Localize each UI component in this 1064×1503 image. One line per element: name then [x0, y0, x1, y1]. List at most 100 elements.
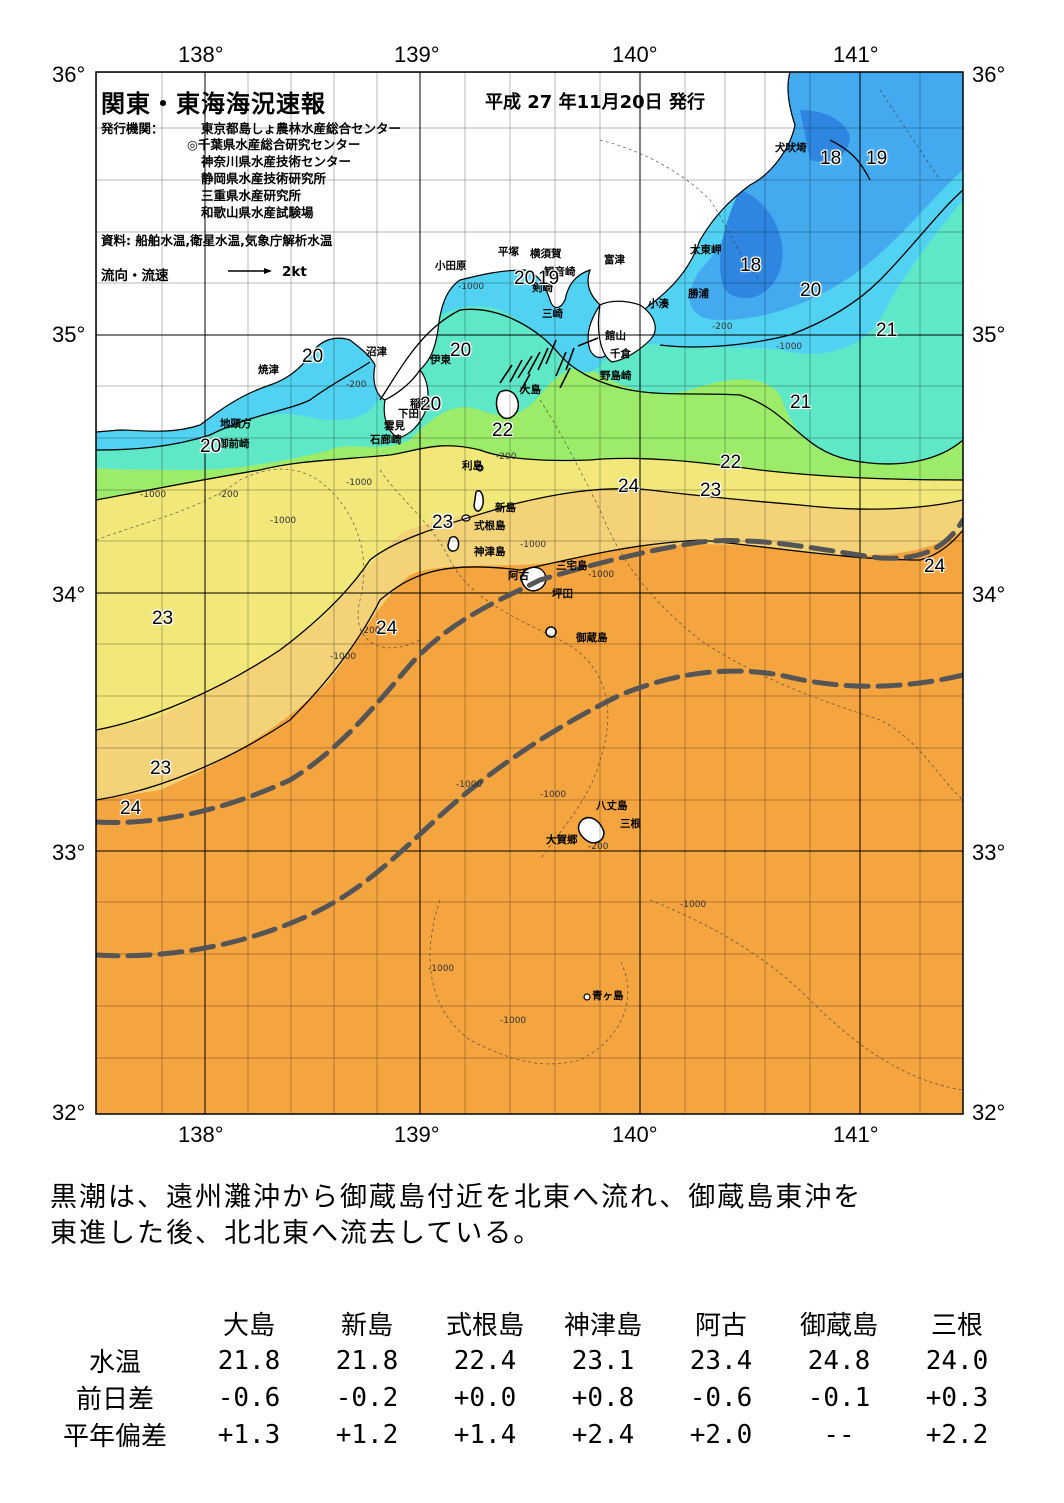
island-toshima: [476, 464, 484, 472]
depth-label: -200: [496, 452, 517, 462]
place-numazu: 沼津: [366, 346, 387, 358]
isotherm-label: 18: [820, 148, 842, 169]
table-row-water-temp: 水温 21.8 21.8 22.4 23.1 23.4 24.8 24.0: [40, 1342, 1016, 1379]
place-hiratsuka: 平塚: [498, 246, 519, 258]
table-cell: 21.8: [335, 1345, 399, 1376]
table-cell: -0.1: [807, 1382, 871, 1413]
current-arrows: [499, 337, 599, 393]
isotherm-label: 19: [866, 148, 888, 169]
table-cell: -0.6: [689, 1382, 753, 1413]
publisher-2: ◎千葉県水産総合研究センター: [187, 137, 361, 152]
column-header: 新島: [340, 1311, 393, 1341]
isotherm-label: 24: [924, 556, 946, 577]
table-cell: 21.8: [217, 1345, 281, 1376]
graticule-major: [96, 72, 963, 1114]
table-cell: +2.4: [571, 1419, 635, 1450]
lon-label-140-top: 140°: [612, 42, 658, 67]
land-izu-peninsula: [383, 368, 429, 439]
isotherm-label: 21: [790, 392, 812, 413]
place-ito: 伊東: [430, 354, 451, 366]
isotherm-label: 23: [150, 758, 172, 779]
depth-label: -1000: [458, 282, 485, 292]
island-hachijojima: [577, 816, 605, 844]
table-cell: 22.4: [453, 1345, 517, 1376]
place-oshima: 大島: [520, 384, 541, 396]
publisher-label: 発行機関：: [101, 121, 164, 136]
isotherm-label: 20: [420, 394, 442, 415]
place-hachijojima: 八丈島: [596, 800, 628, 812]
table-cell: 24.8: [807, 1345, 871, 1376]
isotherm-label: 24: [376, 618, 398, 639]
column-header: 阿古: [694, 1311, 747, 1341]
table-cell: +0.0: [453, 1382, 517, 1413]
depth-label: -200: [218, 490, 239, 500]
lat-label-33-left: 33°: [52, 840, 86, 865]
place-aogashima: 青ヶ島: [592, 990, 624, 1002]
table-cell: 23.4: [689, 1345, 753, 1376]
table-cell: -0.6: [217, 1382, 281, 1413]
depth-label: -1000: [500, 1016, 527, 1026]
lon-label-139-top: 139°: [394, 42, 440, 67]
place-mitsune: 三根: [620, 818, 641, 830]
row-header: 水温: [88, 1348, 141, 1378]
isotherm-label: 24: [618, 476, 640, 497]
place-inubosaki: 犬吠埼: [775, 142, 807, 154]
place-tsurugizaki: 剣崎: [532, 282, 553, 294]
depth-label: -1000: [520, 540, 547, 550]
place-omaezaki: 御前崎: [218, 438, 250, 450]
depth-label: -200: [712, 322, 733, 332]
column-header: 三根: [930, 1311, 983, 1341]
island-niijima: [473, 490, 484, 512]
table-cell: +2.2: [925, 1419, 989, 1450]
isotherm-label: 19: [538, 268, 560, 289]
place-miyakejima: 三宅島: [556, 560, 588, 572]
data-source: 資料: 船舶水温,衛星水温,気象庁解析水温: [101, 233, 333, 248]
lon-label-138-top: 138°: [178, 42, 224, 67]
lat-label-34-right: 34°: [972, 582, 1006, 607]
place-kumomi: 雲見: [384, 420, 405, 432]
place-kominato: 小湊: [648, 298, 669, 310]
map-title: 関東・東海海況速報: [101, 90, 326, 118]
publisher-3: 神奈川県水産技術センター: [201, 154, 352, 169]
lon-label-140-bottom: 140°: [612, 1122, 658, 1147]
lat-label-32-left: 32°: [52, 1100, 86, 1125]
place-nojimazaki: 野島崎: [600, 370, 632, 382]
depth-label: -1000: [330, 652, 357, 662]
lon-label-138-bottom: 138°: [178, 1122, 224, 1147]
depth-label: -1000: [776, 342, 803, 352]
table-cell: +1.4: [453, 1419, 517, 1450]
place-mikurajima: 御蔵島: [576, 632, 608, 644]
land-boso-peninsula: [597, 300, 656, 363]
place-kannonzaki: 観音崎: [544, 266, 576, 278]
place-okago: 大賀郷: [546, 834, 578, 846]
publisher-5: 三重県水産研究所: [201, 188, 302, 203]
isotherm-label: 22: [720, 452, 742, 473]
island-oshima: [495, 389, 520, 420]
table-cell: 24.0: [925, 1345, 989, 1376]
depth-label: -1000: [680, 900, 707, 910]
island-kozushima: [447, 536, 460, 552]
place-shikinejima: 式根島: [474, 520, 506, 532]
place-shimoda: 下田: [398, 408, 419, 420]
land-kanto: [96, 72, 796, 433]
depth-label: -1000: [140, 490, 167, 500]
lon-label-141-top: 141°: [833, 42, 879, 67]
isotherm-label: 23: [700, 480, 722, 501]
lat-label-36-left: 36°: [52, 62, 86, 87]
map-frame: [95, 71, 964, 1115]
column-header: 式根島: [445, 1311, 524, 1341]
table-cell: +1.3: [217, 1419, 281, 1450]
place-odawara: 小田原: [435, 260, 467, 272]
island-mikurajima: [545, 626, 557, 638]
island-aogashima: [583, 993, 591, 1001]
row-header: 前日差: [75, 1385, 154, 1415]
place-misaki: 三崎: [542, 308, 563, 320]
publisher-6: 和歌山県水産試験場: [201, 205, 314, 220]
place-katsuura: 勝浦: [688, 288, 709, 300]
place-inatori: 稲取: [410, 398, 431, 410]
isotherm-label: 22: [492, 420, 514, 441]
row-header: 平年偏差: [62, 1422, 167, 1452]
publisher-1: 東京都島しょ農林水産総合センター: [201, 121, 402, 136]
place-chikura: 千倉: [610, 348, 631, 360]
observation-table: 大島 新島 式根島 神津島 阿古 御蔵島 三根 水温 21.8 21.8 22.…: [40, 1305, 1016, 1453]
